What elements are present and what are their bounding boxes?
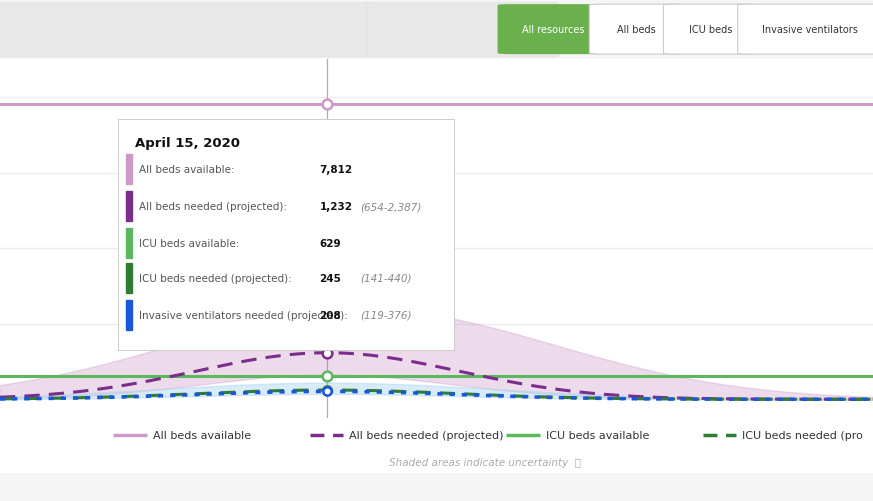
Text: All beds needed (projected): All beds needed (projected)	[349, 430, 504, 440]
FancyBboxPatch shape	[367, 4, 559, 58]
Text: ICU beds available: ICU beds available	[546, 430, 649, 440]
Bar	[127, 263, 133, 293]
Text: April 15, 2020: April 15, 2020	[134, 136, 240, 149]
FancyBboxPatch shape	[589, 5, 684, 55]
FancyBboxPatch shape	[738, 5, 873, 55]
Text: 208: 208	[320, 310, 341, 320]
Bar	[127, 300, 133, 330]
Bar	[127, 155, 133, 185]
Text: Invasive ventilators needed (projected):: Invasive ventilators needed (projected):	[139, 310, 347, 320]
Text: 629: 629	[320, 238, 341, 248]
Text: ICU beds: ICU beds	[689, 25, 732, 35]
Text: All beds available: All beds available	[153, 430, 251, 440]
X-axis label: Date: Date	[422, 438, 451, 451]
FancyBboxPatch shape	[0, 4, 375, 58]
FancyBboxPatch shape	[498, 5, 609, 55]
Text: ICU beds available:: ICU beds available:	[139, 238, 239, 248]
FancyBboxPatch shape	[663, 5, 758, 55]
Bar	[127, 228, 133, 259]
Text: (654-2,387): (654-2,387)	[360, 202, 422, 211]
Text: 1,232: 1,232	[320, 202, 353, 211]
Bar	[127, 192, 133, 221]
Text: Invasive ventilators: Invasive ventilators	[762, 25, 857, 35]
Text: 245: 245	[320, 273, 341, 283]
Text: (141-440): (141-440)	[360, 273, 411, 283]
Text: All beds needed (projected):: All beds needed (projected):	[139, 202, 286, 211]
Text: ICU beds needed (pro: ICU beds needed (pro	[742, 430, 863, 440]
Text: All beds: All beds	[617, 25, 656, 35]
Text: (119-376): (119-376)	[360, 310, 411, 320]
Text: All beds available:: All beds available:	[139, 165, 234, 175]
Text: All resources: All resources	[522, 25, 585, 35]
Text: 7,812: 7,812	[320, 165, 353, 175]
Text: Shaded areas indicate uncertainty  ⓘ: Shaded areas indicate uncertainty ⓘ	[388, 457, 581, 467]
Text: ICU beds needed (projected):: ICU beds needed (projected):	[139, 273, 292, 283]
